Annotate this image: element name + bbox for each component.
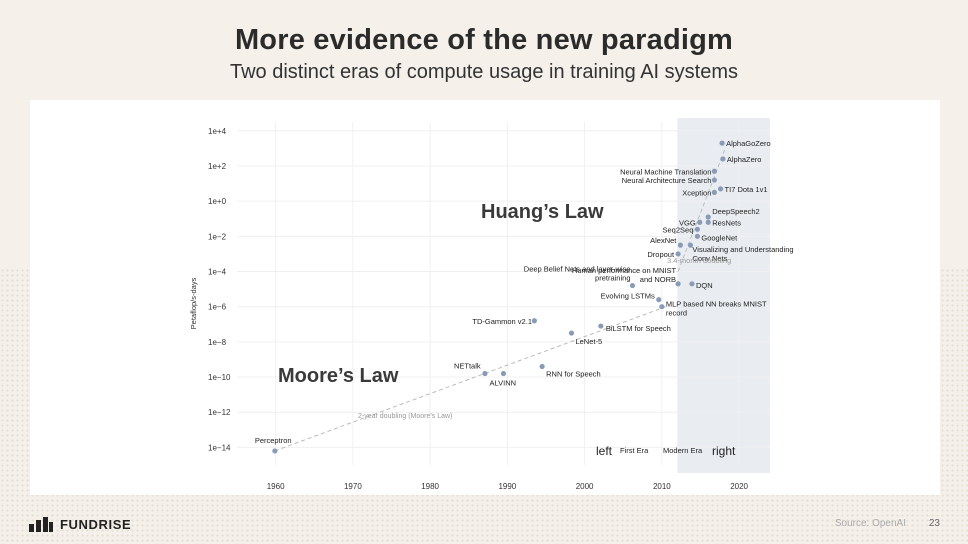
data-point	[720, 156, 726, 162]
data-point	[689, 281, 695, 287]
data-point	[500, 370, 507, 377]
first-era-label: First Era	[620, 446, 649, 455]
data-point	[694, 233, 700, 239]
point-label: AlphaZero	[727, 155, 762, 164]
x-tick-label: 1980	[421, 482, 439, 491]
point-label: GoogleNet	[701, 233, 738, 242]
compute-chart: 1e+4 1e+2 1e+0 1e−2 1e−4 1e−6 1e−8 1e−10 1e−12 1e…	[189, 118, 794, 491]
modern-era-label: Modern Era	[663, 446, 703, 455]
point-label: TI7 Dota 1v1	[725, 185, 768, 194]
brand-name: FUNDRISE	[60, 516, 132, 532]
point-label: NETtalk	[454, 362, 481, 371]
point-label: Xception	[682, 188, 711, 197]
left-label: left	[596, 444, 613, 458]
point-label-line: Visualizing and Understanding	[692, 245, 793, 254]
y-tick-label: 1e−4	[208, 268, 227, 277]
modern-trend-line	[677, 148, 726, 272]
modern-era-band	[677, 118, 770, 473]
slide-subtitle: Two distinct eras of compute usage in tr…	[229, 61, 739, 83]
point-label: DeepSpeech2	[712, 207, 760, 216]
modern-trend-label: 3.4-month doubling	[667, 256, 731, 265]
point-label-line: Human performance on MNIST	[572, 266, 677, 275]
point-label: MLP based NN breaks MNIST record	[666, 300, 767, 318]
point-label: DQN	[696, 281, 713, 290]
chart-panel: 1e+4 1e+2 1e+0 1e−2 1e−4 1e−6 1e−8 1e−10 1e−12 1e…	[30, 100, 940, 495]
point-label: AlexNet	[650, 236, 677, 245]
fundrise-logo: FUNDRISE	[28, 516, 131, 532]
data-point	[482, 370, 488, 377]
data-point	[694, 226, 700, 232]
point-label: RNN for Speech	[546, 369, 601, 378]
data-point	[687, 242, 694, 248]
point-label: ResNets	[712, 218, 741, 227]
point-label: Human performance on MNIST and NORB	[572, 266, 677, 284]
data-point	[272, 448, 278, 454]
data-point	[659, 304, 665, 310]
point-label-line: pretraining	[595, 274, 630, 283]
point-label-line: and NORB	[640, 275, 676, 284]
point-label: LeNet-5	[575, 337, 602, 346]
y-tick-label: 1e−6	[208, 303, 227, 312]
y-tick-label: 1e−2	[208, 232, 227, 241]
data-point	[697, 219, 703, 225]
data-point	[675, 281, 681, 287]
source-note: Source: OpenAI	[834, 518, 906, 529]
x-tick-label: 1960	[267, 482, 285, 491]
data-point	[531, 318, 537, 324]
slide-title: More evidence of the new paradigm	[234, 24, 734, 56]
y-axis-label: Petaflop/s-days	[189, 277, 198, 329]
data-point	[629, 282, 636, 289]
point-label-line: MLP based NN breaks MNIST	[666, 300, 767, 309]
point-label: Perceptron	[255, 436, 292, 445]
huangs-law-label: Huang’s Law	[481, 201, 604, 223]
data-point	[711, 177, 717, 183]
data-point	[705, 219, 711, 225]
buildings-icon	[29, 517, 53, 532]
y-tick-label: 1e−10	[208, 373, 231, 382]
right-label: right	[712, 444, 736, 458]
point-label: Neural Machine Translation	[620, 167, 711, 176]
point-label-line: record	[666, 309, 687, 318]
x-tick-label: 2020	[730, 482, 748, 491]
data-point	[568, 330, 575, 336]
x-tick-label: 1970	[344, 482, 362, 491]
data-point	[717, 186, 724, 192]
y-tick-label: 1e+2	[208, 162, 227, 171]
point-label: ALVINN	[490, 379, 517, 388]
point-label-line: Conv Nets	[692, 254, 727, 263]
moores-law-label: Moore’s Law	[278, 365, 399, 387]
point-label: AlphaGoZero	[726, 139, 771, 148]
data-point	[677, 242, 683, 248]
data-point	[711, 189, 717, 195]
data-point	[711, 168, 717, 174]
y-tick-label: 1e+0	[208, 197, 227, 206]
data-point	[539, 363, 545, 370]
point-label: Dropout	[647, 250, 675, 259]
moore-trend-label: 2-year doubling (Moore’s Law)	[358, 413, 452, 420]
x-tick-label: 2010	[653, 482, 671, 491]
y-tick-label: 1e−12	[208, 408, 231, 417]
point-label: Deep Belief Nets and layer-wise pretraini…	[524, 265, 631, 283]
point-label: Evolving LSTMs	[601, 292, 655, 301]
page-number: 23	[928, 518, 940, 529]
x-tick-label: 1990	[498, 482, 516, 491]
data-point	[656, 297, 662, 303]
data-point	[598, 323, 604, 329]
data-point	[705, 214, 711, 220]
point-label-line: Deep Belief Nets and layer-wise	[524, 265, 631, 274]
point-label: VGG	[679, 218, 696, 227]
point-label: Seq2Seq	[663, 225, 694, 234]
point-label: TD-Gammon v2.1	[472, 317, 532, 326]
point-label: BiLSTM for Speech	[606, 324, 671, 333]
y-tick-label: 1e−8	[208, 338, 227, 347]
x-tick-label: 2000	[576, 482, 594, 491]
y-tick-label: 1e+4	[208, 127, 227, 136]
y-tick-label: 1e−14	[208, 443, 231, 452]
point-label: Visualizing and Understanding Conv Nets	[692, 245, 793, 263]
point-label: Neural Architecture Search	[622, 176, 712, 185]
data-point	[719, 140, 725, 146]
data-point	[675, 251, 681, 257]
